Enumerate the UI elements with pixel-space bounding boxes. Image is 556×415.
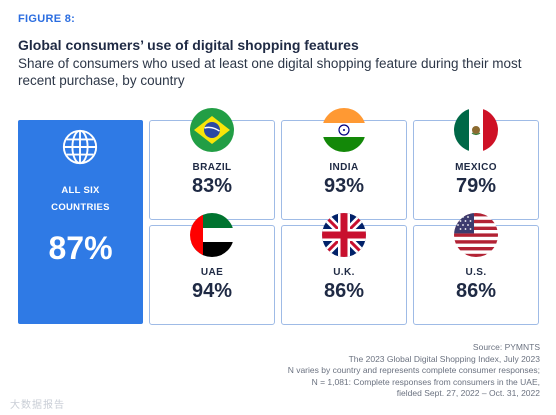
country-value: 79% — [455, 175, 497, 197]
source-note: Source: PYMNTS The 2023 Global Digital S… — [120, 342, 540, 400]
watermark: 大数据报告 — [10, 400, 65, 411]
country-label: BRAZIL — [192, 162, 232, 173]
country-label: U.K. — [333, 267, 355, 278]
globe-icon — [62, 129, 98, 165]
source-line: N = 1,081: Complete responses from consu… — [311, 376, 540, 387]
summary-card: ALL SIX COUNTRIES 87% — [18, 120, 143, 324]
source-line: Source: PYMNTS — [472, 342, 540, 352]
country-card-mexico: MEXICO 79% — [413, 120, 539, 220]
us-flag-icon — [454, 213, 498, 257]
source-line: fielded Sept. 27, 2022 – Oct. 31, 2022 — [396, 388, 540, 398]
source-line: N varies by country and represents compl… — [287, 365, 540, 375]
summary-label-line2: COUNTRIES — [51, 202, 110, 213]
country-label: U.S. — [465, 267, 487, 278]
india-flag-icon — [322, 108, 366, 152]
country-value: 86% — [323, 280, 365, 302]
chart-title: Global consumers’ use of digital shoppin… — [18, 37, 359, 53]
country-value: 93% — [323, 175, 365, 197]
country-value: 83% — [191, 175, 233, 197]
summary-value: 87% — [48, 230, 113, 266]
country-label: INDIA — [329, 162, 359, 173]
mexico-flag-icon — [454, 108, 498, 152]
brazil-flag-icon — [190, 108, 234, 152]
country-value: 86% — [455, 280, 497, 302]
country-label: MEXICO — [455, 162, 497, 173]
figure-label: FIGURE 8: — [18, 13, 76, 25]
chart-subtitle: Share of consumers who used at least one… — [18, 56, 522, 88]
source-line: The 2023 Global Digital Shopping Index, … — [348, 353, 540, 364]
summary-label-line1: ALL SIX — [61, 185, 100, 196]
country-value: 94% — [191, 280, 233, 302]
uk-flag-icon — [322, 213, 366, 257]
summary-label: ALL SIX COUNTRIES — [18, 182, 143, 216]
uae-flag-icon — [190, 213, 234, 257]
country-label: UAE — [200, 267, 224, 278]
